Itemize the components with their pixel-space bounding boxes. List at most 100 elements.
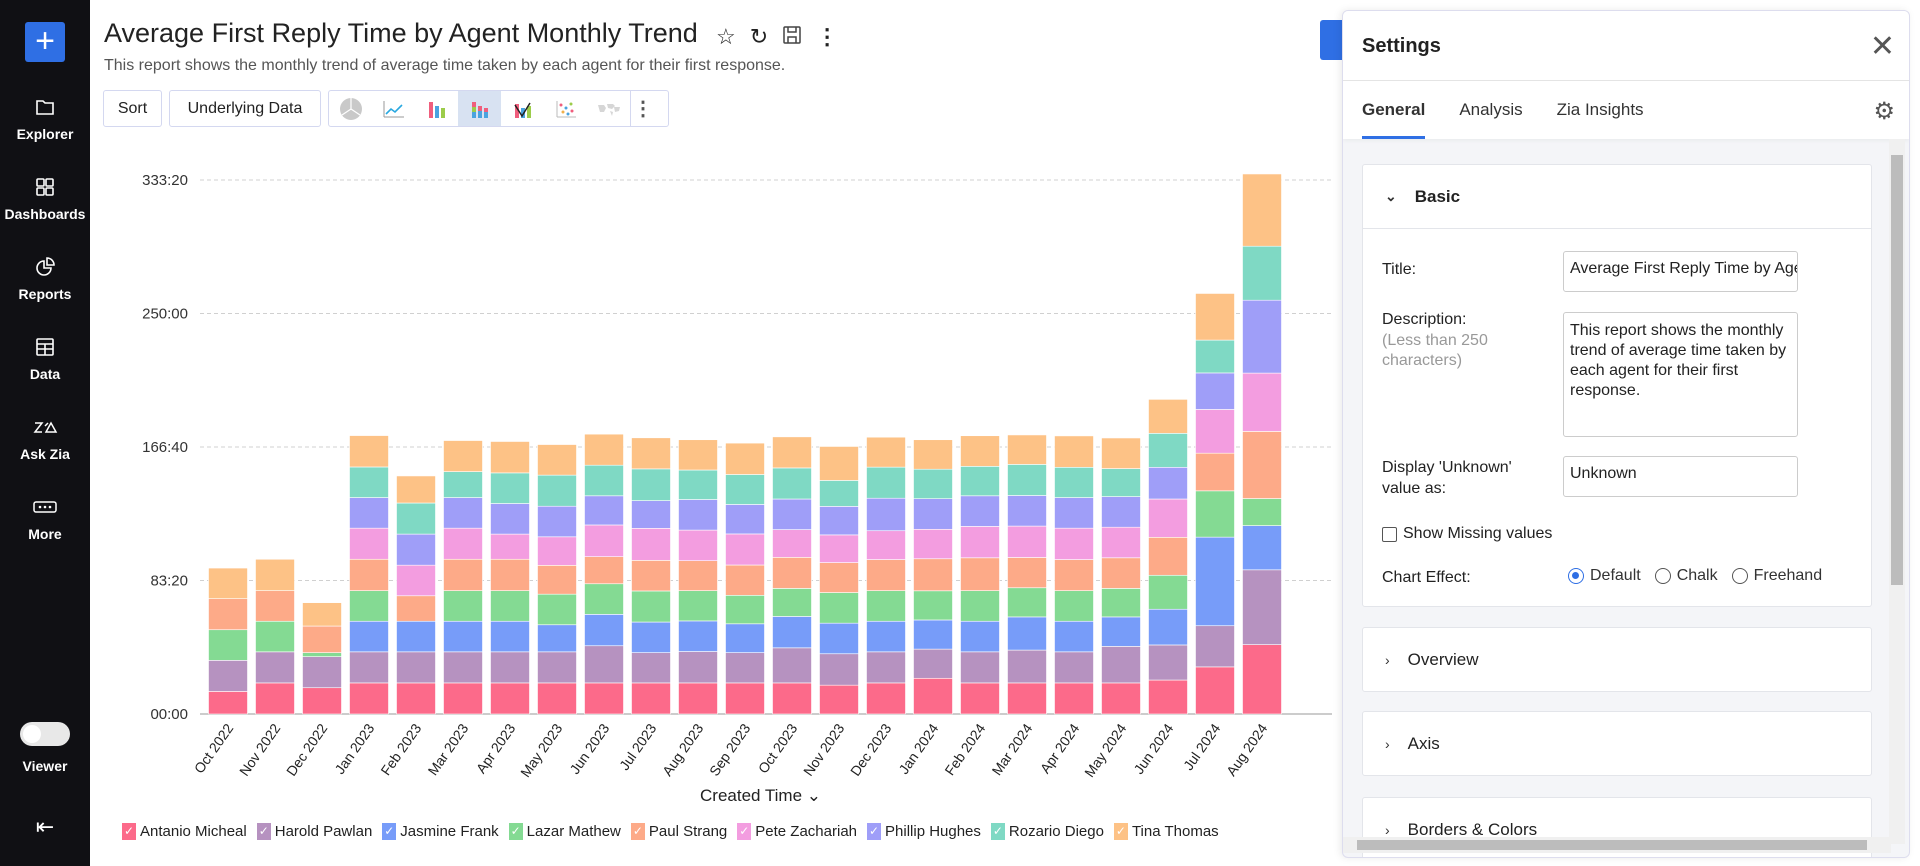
bar-segment[interactable] xyxy=(631,528,671,561)
scatter-chart-icon[interactable] xyxy=(544,91,587,126)
bar-segment[interactable] xyxy=(1054,620,1094,653)
bar-segment[interactable] xyxy=(725,652,765,684)
bar-segment[interactable] xyxy=(678,590,718,622)
bar-segment[interactable] xyxy=(490,533,530,560)
bar-segment[interactable] xyxy=(1007,495,1047,527)
bar-segment[interactable] xyxy=(1101,526,1141,559)
bar-segment[interactable] xyxy=(1007,557,1047,589)
more-chart-types-icon[interactable]: ⋮ xyxy=(630,91,655,126)
bar-segment[interactable] xyxy=(443,682,483,715)
bar-segment[interactable] xyxy=(960,620,1000,653)
star-icon[interactable]: ☆ xyxy=(716,24,736,49)
bar-segment[interactable] xyxy=(866,530,906,560)
bar-segment[interactable] xyxy=(490,503,530,535)
bar-segment[interactable] xyxy=(396,620,436,653)
bar-segment[interactable] xyxy=(255,651,295,684)
bar-segment[interactable] xyxy=(819,622,859,655)
bar-segment[interactable] xyxy=(1101,437,1141,469)
bar-segment[interactable] xyxy=(1054,651,1094,684)
bar-chart-icon[interactable] xyxy=(415,91,458,126)
bar-segment[interactable] xyxy=(255,620,295,653)
bar-segment[interactable] xyxy=(819,684,859,715)
bar-segment[interactable] xyxy=(443,497,483,529)
line-chart-icon[interactable] xyxy=(372,91,415,126)
bar-segment[interactable] xyxy=(584,556,624,585)
overview-section[interactable]: › Overview xyxy=(1362,627,1872,692)
tab-general[interactable]: General xyxy=(1362,81,1426,139)
bar-segment[interactable] xyxy=(302,656,342,689)
bar-segment[interactable] xyxy=(490,620,530,653)
bar-segment[interactable] xyxy=(443,440,483,472)
bar-segment[interactable] xyxy=(631,468,671,501)
bar-segment[interactable] xyxy=(866,436,906,468)
bar-segment[interactable] xyxy=(960,590,1000,622)
bar-segment[interactable] xyxy=(866,682,906,715)
bar-segment[interactable] xyxy=(725,682,765,715)
gear-icon[interactable]: ⚙ xyxy=(1873,98,1895,125)
bar-segment[interactable] xyxy=(725,564,765,596)
bar-segment[interactable] xyxy=(1242,569,1282,645)
bar-segment[interactable] xyxy=(302,602,342,627)
bar-segment[interactable] xyxy=(819,562,859,593)
bar-segment[interactable] xyxy=(772,557,812,589)
bar-segment[interactable] xyxy=(1054,497,1094,529)
bar-segment[interactable] xyxy=(1148,433,1188,468)
bar-segment[interactable] xyxy=(537,682,577,715)
bar-segment[interactable] xyxy=(960,495,1000,527)
bar-segment[interactable] xyxy=(396,651,436,684)
bar-segment[interactable] xyxy=(725,442,765,475)
bar-segment[interactable] xyxy=(537,536,577,566)
bar-segment[interactable] xyxy=(396,564,436,597)
legend-item[interactable]: ✓ Paul Strang xyxy=(630,823,727,840)
bar-segment[interactable] xyxy=(1101,646,1141,684)
unknown-value-input[interactable]: Unknown xyxy=(1563,456,1798,497)
bar-segment[interactable] xyxy=(349,620,389,653)
bar-segment[interactable] xyxy=(1195,625,1235,668)
bar-segment[interactable] xyxy=(1007,434,1047,465)
bar-segment[interactable] xyxy=(584,464,624,497)
bar-segment[interactable] xyxy=(1242,644,1282,715)
bar-segment[interactable] xyxy=(1007,682,1047,715)
create-button[interactable]: + xyxy=(25,22,65,62)
bar-segment[interactable] xyxy=(443,471,483,498)
bar-segment[interactable] xyxy=(1195,293,1235,341)
bar-segment[interactable] xyxy=(255,590,295,622)
bar-segment[interactable] xyxy=(913,558,953,592)
bar-segment[interactable] xyxy=(1054,559,1094,591)
pie-chart-icon[interactable] xyxy=(329,91,372,126)
bar-segment[interactable] xyxy=(349,435,389,468)
bar-segment[interactable] xyxy=(1195,666,1235,715)
bar-segment[interactable] xyxy=(1195,339,1235,374)
show-missing-values-checkbox[interactable]: Show Missing values xyxy=(1382,525,1552,543)
sidebar-item-ask-zia[interactable]: Ask Zia xyxy=(0,416,90,462)
bar-segment[interactable] xyxy=(349,497,389,529)
bar-segment[interactable] xyxy=(1242,431,1282,499)
bar-segment[interactable] xyxy=(772,529,812,558)
sidebar-item-reports[interactable]: Reports xyxy=(0,256,90,302)
viewer-toggle[interactable] xyxy=(20,722,70,746)
refresh-icon[interactable]: ↻ xyxy=(749,24,769,49)
bar-segment[interactable] xyxy=(1054,527,1094,560)
stacked-bar-chart-icon[interactable] xyxy=(458,91,501,126)
bar-segment[interactable] xyxy=(1101,468,1141,497)
bar-segment[interactable] xyxy=(255,682,295,715)
bar-segment[interactable] xyxy=(349,682,389,715)
title-input[interactable]: Average First Reply Time by Agent Monthl… xyxy=(1563,251,1798,292)
more-options-icon[interactable]: ⋮ xyxy=(816,24,839,49)
bar-segment[interactable] xyxy=(1195,409,1235,454)
bar-segment[interactable] xyxy=(584,682,624,715)
bar-segment[interactable] xyxy=(866,590,906,622)
bar-segment[interactable] xyxy=(819,480,859,507)
bar-segment[interactable] xyxy=(302,625,342,653)
bar-segment[interactable] xyxy=(866,620,906,653)
combo-chart-icon[interactable] xyxy=(501,91,544,126)
bar-segment[interactable] xyxy=(1054,590,1094,622)
bar-segment[interactable] xyxy=(537,474,577,507)
bar-segment[interactable] xyxy=(678,439,718,471)
tab-analysis[interactable]: Analysis xyxy=(1459,100,1523,119)
bar-segment[interactable] xyxy=(631,652,671,684)
bar-segment[interactable] xyxy=(1101,557,1141,589)
bar-segment[interactable] xyxy=(349,651,389,684)
bar-segment[interactable] xyxy=(349,558,389,591)
bar-segment[interactable] xyxy=(1101,682,1141,715)
